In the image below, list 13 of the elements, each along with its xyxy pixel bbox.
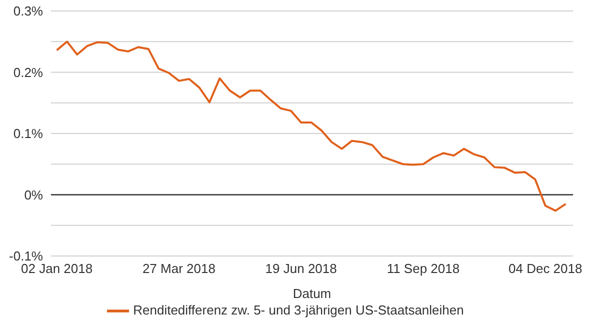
legend-label: Renditedifferenz zw. 5- und 3-jährigen US-Staatsanleihen	[133, 302, 464, 318]
x-tick-label: 04 Dec 2018	[508, 261, 582, 276]
y-tick-label: 0%	[24, 187, 44, 202]
x-axis-title: Datum	[292, 286, 332, 301]
x-tick-label: 27 Mar 2018	[142, 261, 216, 276]
y-tick-label: -0.1%	[9, 248, 44, 264]
y-tick-label: 0.1%	[13, 126, 44, 142]
x-tick-label: 02 Jan 2018	[21, 261, 93, 276]
line-series	[56, 40, 567, 212]
y-tick-label: 0.2%	[13, 64, 44, 80]
x-tick-label: 19 Jun 2018	[265, 261, 337, 276]
y-tick-label: 0.3%	[13, 4, 44, 19]
x-tick-label: 11 Sep 2018	[386, 261, 460, 276]
